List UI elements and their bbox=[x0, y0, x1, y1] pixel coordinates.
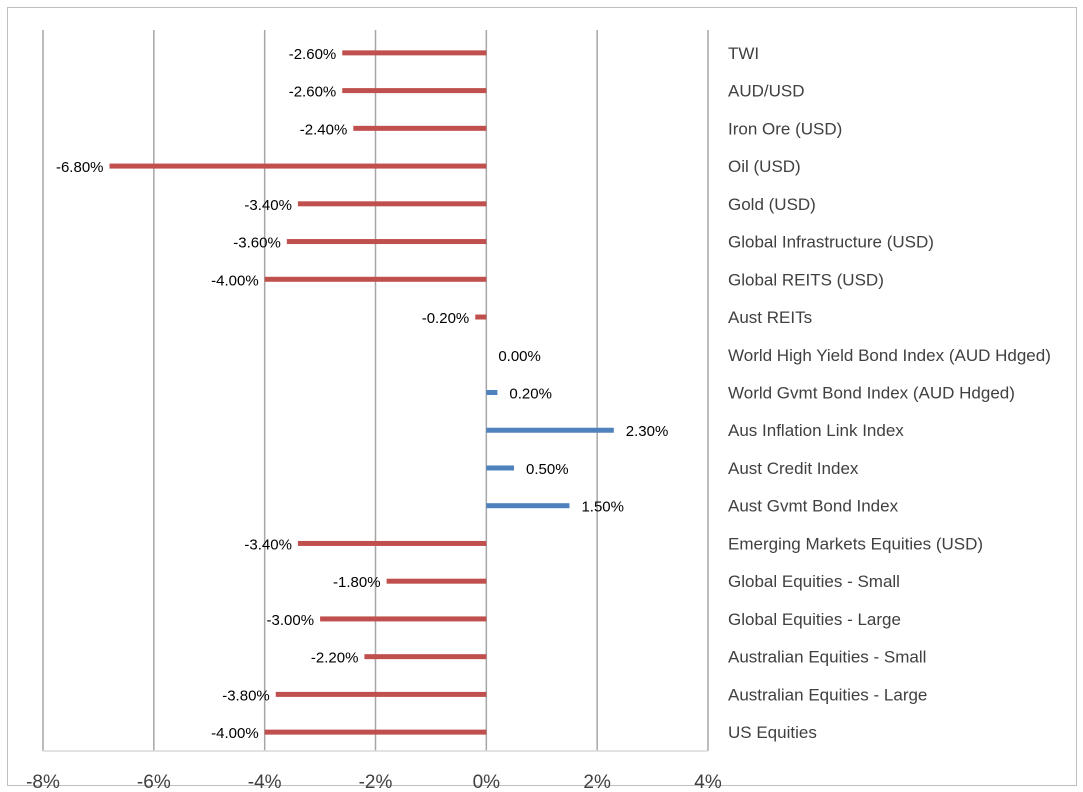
bar bbox=[364, 654, 487, 660]
bars bbox=[109, 50, 614, 735]
bar bbox=[342, 88, 487, 94]
bar bbox=[297, 201, 487, 207]
data-label: -2.20% bbox=[311, 650, 359, 667]
x-tick-label: -8% bbox=[26, 772, 60, 792]
data-label: -1.80% bbox=[333, 574, 381, 591]
bar bbox=[264, 729, 487, 735]
category-label: Iron Ore (USD) bbox=[728, 119, 842, 138]
bar bbox=[320, 616, 487, 622]
category-label: AUD/USD bbox=[728, 82, 805, 101]
x-tick-label: -2% bbox=[359, 772, 393, 792]
bar bbox=[386, 578, 487, 584]
category-label: Global Equities - Large bbox=[728, 610, 901, 629]
bar bbox=[486, 390, 498, 395]
category-label: US Equities bbox=[728, 723, 817, 742]
x-tick-label: 2% bbox=[583, 772, 611, 792]
bar bbox=[475, 314, 487, 320]
bar bbox=[109, 163, 487, 169]
data-label: 0.50% bbox=[526, 461, 569, 478]
category-label: World High Yield Bond Index (AUD Hdged) bbox=[728, 346, 1051, 365]
x-axis: -8% -6% -4% -2% 0% 2% 4% bbox=[26, 750, 722, 792]
bar bbox=[275, 691, 487, 697]
data-label: -3.00% bbox=[267, 612, 315, 629]
bar bbox=[353, 125, 487, 131]
data-labels: -2.60% -2.60% -2.40% -6.80% -3.40% -3.60% -4.0… bbox=[56, 46, 668, 742]
category-label: TWI bbox=[728, 44, 759, 63]
data-label: -2.60% bbox=[289, 84, 337, 101]
category-label: Oil (USD) bbox=[728, 157, 801, 176]
category-labels: TWI AUD/USD Iron Ore (USD) Oil (USD) Gold (U… bbox=[728, 44, 1051, 742]
category-label: Global REITS (USD) bbox=[728, 270, 884, 289]
data-label: 0.20% bbox=[509, 386, 552, 403]
data-label: -4.00% bbox=[211, 725, 259, 742]
bar bbox=[486, 503, 570, 509]
bar bbox=[486, 427, 614, 433]
bar bbox=[297, 540, 487, 546]
category-label: Emerging Markets Equities (USD) bbox=[728, 534, 983, 553]
data-label: -0.20% bbox=[422, 310, 470, 327]
chart-frame bbox=[7, 7, 1077, 786]
data-label: -6.80% bbox=[56, 159, 104, 176]
x-tick-label: -4% bbox=[248, 772, 282, 792]
gridlines bbox=[42, 30, 709, 751]
category-label: Aust Gvmt Bond Index bbox=[728, 497, 899, 516]
category-label: Global Equities - Small bbox=[728, 572, 900, 591]
data-label: -2.40% bbox=[300, 121, 348, 138]
data-label: -2.60% bbox=[289, 46, 337, 63]
category-label: Australian Equities - Large bbox=[728, 685, 927, 704]
data-label: -4.00% bbox=[211, 272, 259, 289]
data-label: 0.00% bbox=[498, 348, 541, 365]
data-label: 1.50% bbox=[581, 499, 624, 516]
category-label: Gold (USD) bbox=[728, 195, 816, 214]
data-label: -3.40% bbox=[244, 197, 292, 214]
data-label: -3.60% bbox=[233, 235, 281, 252]
x-tick-label: 0% bbox=[473, 772, 501, 792]
bar bbox=[264, 276, 487, 282]
category-label: Aus Inflation Link Index bbox=[728, 421, 904, 440]
bar bbox=[486, 465, 515, 471]
x-tick-label: 4% bbox=[694, 772, 722, 792]
data-label: -3.40% bbox=[244, 536, 292, 553]
category-label: Global Infrastructure (USD) bbox=[728, 233, 934, 252]
x-tick-label: -6% bbox=[137, 772, 171, 792]
bar bbox=[342, 50, 487, 56]
data-label: 2.30% bbox=[626, 423, 669, 440]
category-label: Aust Credit Index bbox=[728, 459, 859, 478]
data-label: -3.80% bbox=[222, 687, 270, 704]
category-label: Australian Equities - Small bbox=[728, 648, 926, 667]
bar bbox=[286, 239, 487, 245]
category-label: Aust REITs bbox=[728, 308, 812, 327]
category-label: World Gvmt Bond Index (AUD Hdged) bbox=[728, 384, 1015, 403]
